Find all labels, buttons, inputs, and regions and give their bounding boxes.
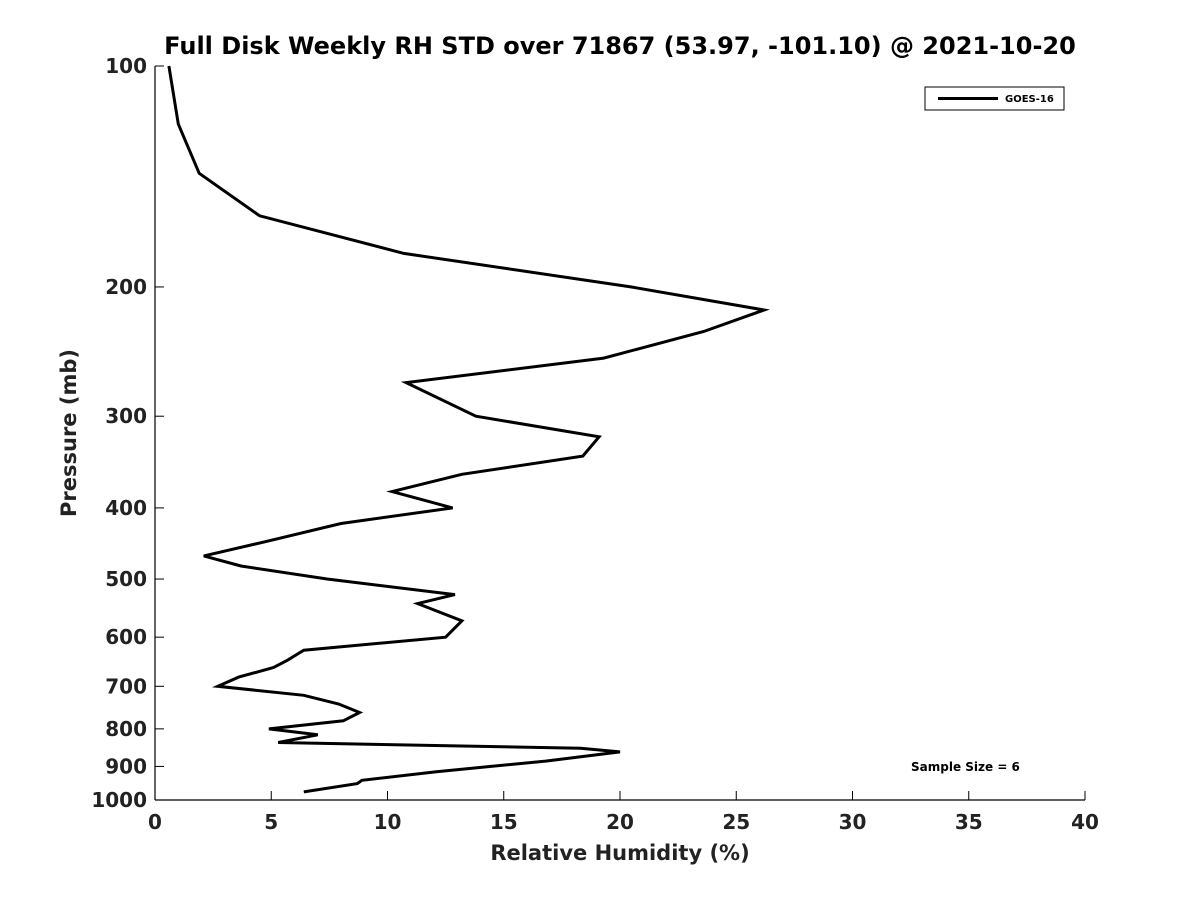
y-tick-label: 300 — [105, 404, 147, 428]
x-tick-label: 25 — [722, 810, 750, 834]
y-axis-ticks: 100 200 300 400 500 600 700 800 900 1000 — [91, 54, 164, 812]
y-axis-label: Pressure (mb) — [57, 349, 81, 517]
x-tick-label: 20 — [606, 810, 634, 834]
series-layer — [167, 65, 770, 794]
x-axis-label: Relative Humidity (%) — [490, 841, 749, 865]
y-tick-label: 200 — [105, 275, 147, 299]
y-tick-label: 700 — [105, 674, 147, 698]
x-tick-label: 15 — [490, 810, 518, 834]
legend-label: GOES-16 — [1005, 94, 1054, 105]
x-tick-label: 10 — [374, 810, 402, 834]
chart-title: Full Disk Weekly RH STD over 71867 (53.9… — [164, 32, 1076, 60]
x-tick-label: 35 — [955, 810, 983, 834]
y-tick-label: 100 — [105, 54, 147, 78]
y-tick-label: 800 — [105, 717, 147, 741]
x-tick-label: 0 — [148, 810, 162, 834]
y-tick-label: 600 — [105, 625, 147, 649]
y-tick-label: 1000 — [91, 788, 147, 812]
y-tick-label: 400 — [105, 496, 147, 520]
y-tick-label: 500 — [105, 567, 147, 591]
x-tick-label: 5 — [264, 810, 278, 834]
x-tick-label: 30 — [839, 810, 867, 834]
x-axis-ticks: 0 5 10 15 20 25 30 35 40 — [148, 791, 1099, 834]
series-line-goes-16 — [167, 65, 770, 794]
legend: GOES-16 — [924, 86, 1065, 111]
x-tick-label: 40 — [1071, 810, 1099, 834]
y-tick-label: 900 — [105, 754, 147, 778]
sample-size-annotation: Sample Size = 6 — [911, 760, 1020, 774]
